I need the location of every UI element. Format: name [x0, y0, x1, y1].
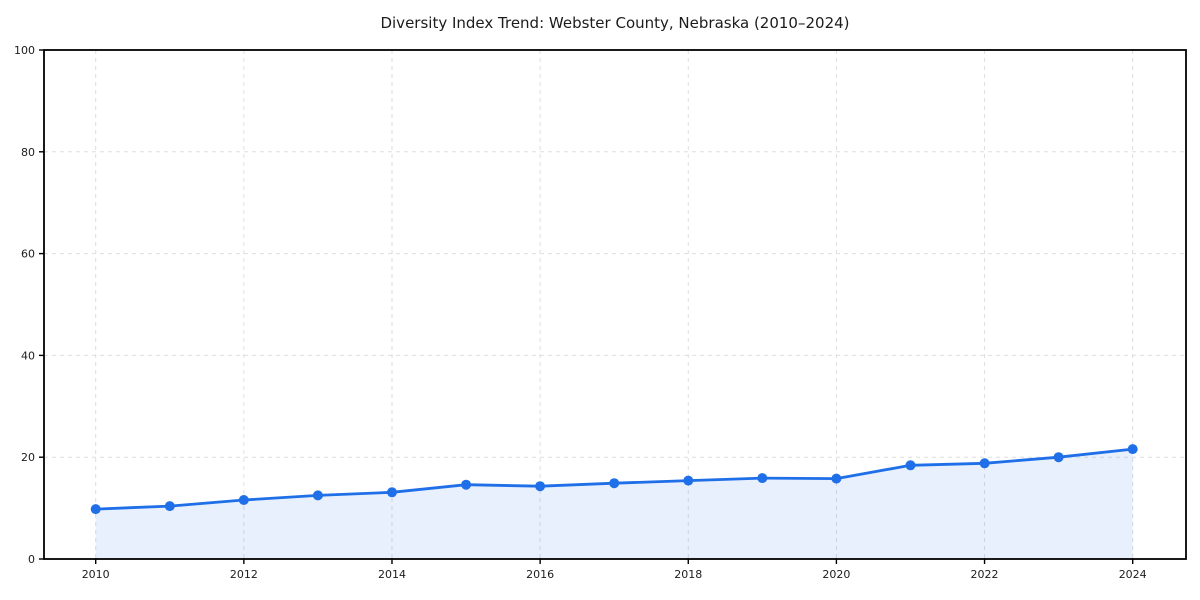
x-tick-label: 2010: [82, 568, 110, 581]
y-tick-label: 100: [14, 44, 35, 57]
data-point-2013: [312, 490, 323, 501]
x-tick-label: 2014: [378, 568, 406, 581]
data-point-2012: [238, 495, 249, 505]
x-tick-label: 2022: [971, 568, 999, 581]
data-point-2010: [90, 504, 101, 515]
data-point-2022: [979, 458, 990, 469]
chart-title: Diversity Index Trend: Webster County, N…: [380, 14, 849, 32]
y-tick-label: 60: [21, 248, 35, 261]
data-point-2011: [164, 501, 175, 512]
data-point-2023: [1053, 452, 1064, 463]
data-point-2018: [683, 475, 694, 486]
data-point-2024: [1127, 444, 1138, 455]
y-tick-label: 20: [21, 451, 35, 464]
data-point-2019: [757, 473, 768, 484]
x-tick-label: 2020: [822, 568, 850, 581]
y-tick-label: 0: [28, 553, 35, 566]
axes-spines: [43, 49, 1187, 560]
data-point-2020: [831, 473, 842, 484]
data-point-2017: [609, 478, 620, 489]
area-fill: [95, 449, 1133, 559]
y-tick-label: 80: [21, 146, 35, 159]
data-point-2021: [905, 460, 916, 471]
data-point-2014: [387, 487, 397, 498]
y-tick-label: 40: [21, 349, 35, 362]
x-tick-label: 2016: [526, 568, 554, 581]
x-tick-label: 2024: [1119, 568, 1147, 581]
x-tick-label: 2012: [230, 568, 258, 581]
data-point-2016: [535, 481, 546, 492]
x-tick-label: 2018: [674, 568, 702, 581]
data-point-2015: [461, 479, 472, 490]
